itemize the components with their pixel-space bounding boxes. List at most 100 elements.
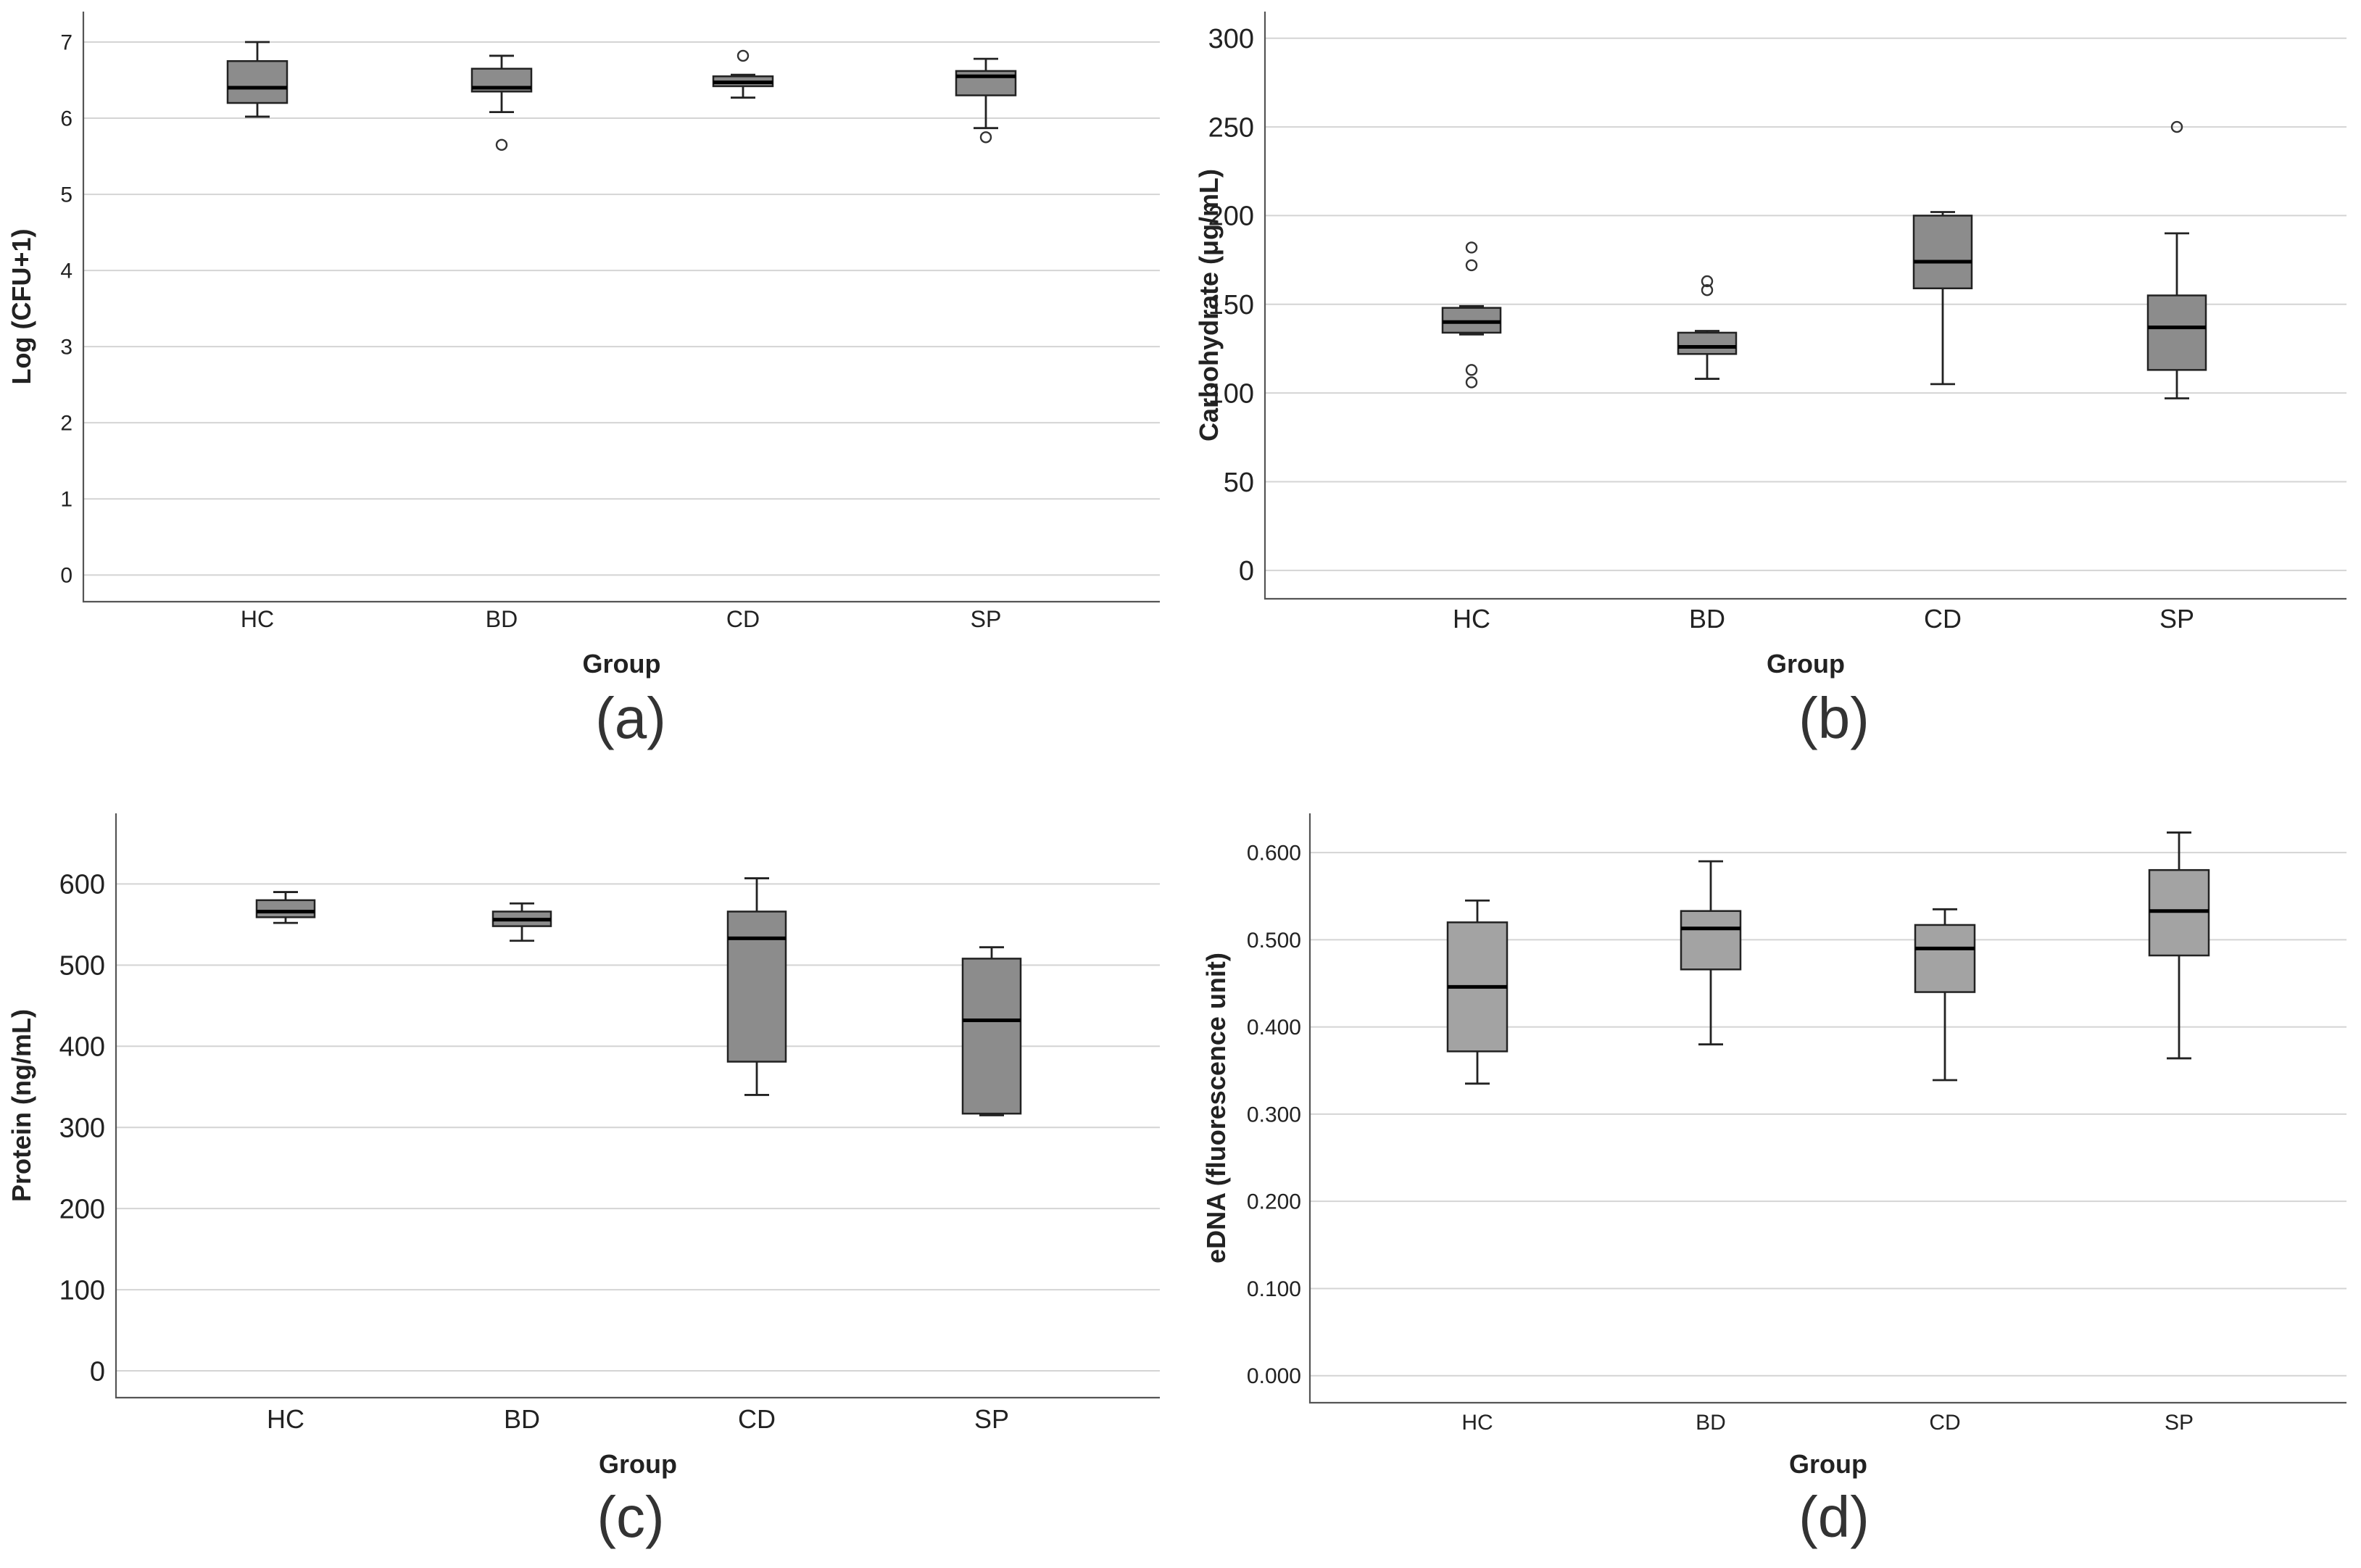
x-tick-label: BD [1696,1411,1726,1435]
box-cd [712,49,774,99]
outlier-point [495,138,508,152]
y-tick-label: 7 [60,31,72,55]
iqr-box [1680,910,1742,971]
panel-label: (b) [1798,686,1870,750]
iqr-box [1677,331,1738,355]
chart-panel-1: 0 1 2 3 4 5 6 7 HC BD CD SP Group Log (CFU+1) (a) [7,12,1160,750]
y-tick-label: 150 [1208,290,1254,320]
y-axis-label: eDNA (fluorescence unit) [1201,953,1231,1264]
box-cd [1914,908,1976,1082]
y-tick-label: 6 [60,107,72,131]
box-hc [226,41,289,118]
y-tick-label: 3 [60,336,72,360]
outlier-point [1465,241,1478,254]
y-axis-label: Log (CFU+1) [7,229,36,385]
y-tick-label: 200 [59,1194,105,1224]
iqr-box [226,60,289,104]
iqr-box [2146,294,2207,371]
y-tick-label: 200 [1208,202,1254,232]
iqr-box [255,899,316,918]
y-tick-label: 0.100 [1247,1277,1301,1301]
y-tick-label: 0.500 [1247,929,1301,953]
box-cd [1912,211,1973,386]
box-bd [491,902,552,942]
panel-label: (a) [595,686,666,750]
outlier-point [2170,120,2183,133]
y-tick-label: 0.400 [1247,1016,1301,1040]
x-tick-label: CD [738,1404,776,1434]
box-sp [955,57,1017,144]
x-tick-label: CD [1924,604,1962,634]
box-sp [2146,120,2207,399]
y-tick-label: 100 [1208,378,1254,409]
x-tick-label: SP [2159,604,2194,634]
x-axis-label: Group [583,649,661,679]
x-tick-label: BD [504,1404,540,1434]
y-tick-label: 2 [60,412,72,436]
axis-frame [82,12,1160,603]
outlier-point [979,131,992,144]
y-tick-label: 0.600 [1247,842,1301,866]
y-tick-label: 100 [59,1275,105,1306]
box-hc [1441,241,1502,389]
box-sp [2148,831,2210,1060]
y-tick-label: 0.200 [1247,1190,1301,1214]
y-tick-label: 250 [1208,112,1254,143]
y-tick-label: 400 [59,1032,105,1063]
box-cd [726,877,787,1096]
y-tick-label: 0 [1239,556,1254,586]
iqr-box [726,910,787,1063]
outlier-point [1701,283,1714,296]
panel-label: (c) [597,1485,664,1549]
axis-frame [1308,813,2347,1404]
box-bd [470,54,533,152]
y-tick-label: 300 [1208,24,1254,54]
x-tick-label: CD [726,606,760,632]
y-tick-label: 50 [1224,468,1254,498]
box-bd [1677,275,1738,380]
x-axis-label: Group [1767,649,1845,679]
x-tick-label: CD [1929,1411,1960,1435]
outlier-point [736,49,750,62]
y-tick-label: 1 [60,488,72,512]
box-hc [255,891,316,924]
x-tick-label: SP [2165,1411,2194,1435]
x-tick-label: SP [971,606,1002,632]
x-tick-label: SP [974,1404,1009,1434]
x-tick-label: BD [1689,604,1725,634]
x-tick-label: BD [486,606,518,632]
panel-label: (d) [1798,1485,1870,1549]
y-tick-label: 600 [59,870,105,900]
y-axis-label: Protein (ng/mL) [7,1009,36,1202]
y-tick-label: 5 [60,183,72,207]
chart-panel-3: 0 100 200 300 400 500 600 HC BD CD SP Group Protein … [7,813,1160,1549]
chart-panel-4: 0.000 0.100 0.200 0.300 0.400 0.500 0.600 HC BD C… [1201,813,2347,1549]
x-axis-label: Group [1789,1449,1867,1479]
x-tick-label: HC [1461,1411,1493,1435]
outlier-point [1701,275,1714,288]
y-tick-label: 500 [59,951,105,982]
iqr-box [1914,924,1976,993]
y-tick-label: 0.000 [1247,1364,1301,1388]
x-tick-label: HC [1453,604,1490,634]
x-tick-label: HC [241,606,274,632]
box-sp [961,946,1022,1116]
outlier-point [1465,364,1478,376]
y-tick-label: 0 [60,564,72,588]
iqr-box [1912,215,1973,290]
x-tick-label: HC [267,1404,304,1434]
y-axis-label: Carbohydrate (μg/mL) [1194,169,1224,441]
outlier-point [1465,259,1478,272]
box-hc [1446,899,1509,1085]
y-tick-label: 0.300 [1247,1103,1301,1127]
iqr-box [961,958,1022,1115]
x-axis-label: Group [599,1449,677,1479]
axis-frame [115,813,1160,1399]
box-bd [1680,860,1742,1046]
y-tick-label: 300 [59,1113,105,1144]
outlier-point [1465,376,1478,389]
y-tick-label: 0 [90,1356,105,1387]
axis-frame [1264,12,2347,600]
chart-panel-2: 0 50 100 150 200 250 300 HC BD CD SP Group Carbohydr… [1194,12,2347,750]
